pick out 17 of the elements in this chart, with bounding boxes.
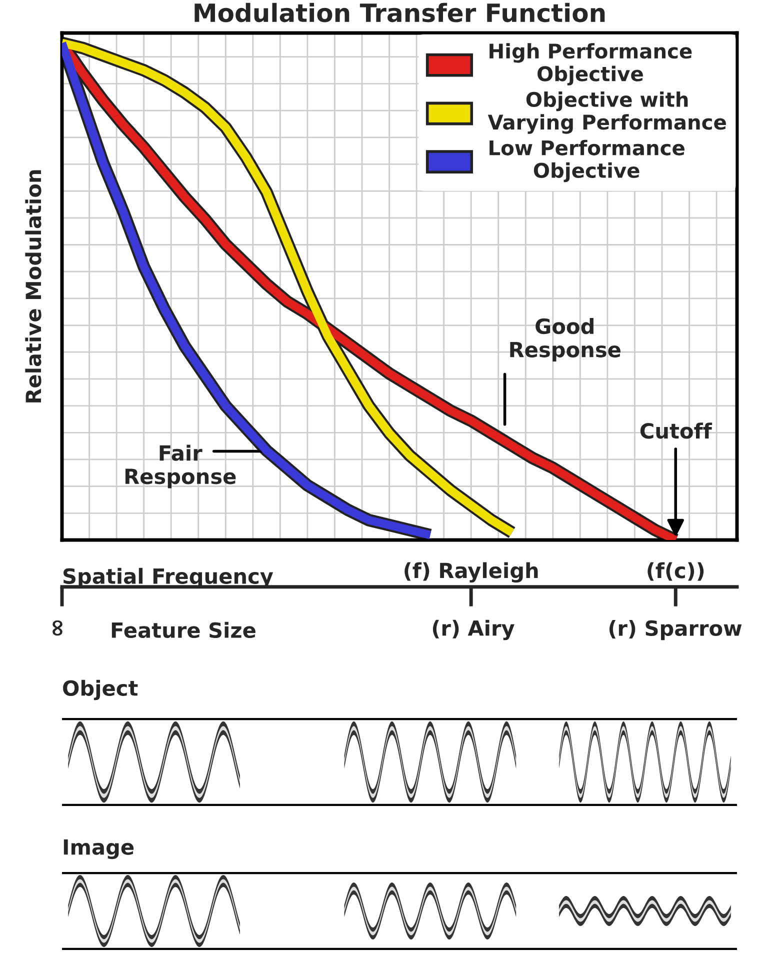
x-axis-title: Spatial Frequency (63, 568, 274, 588)
legend-label: High Performance Objective (490, 43, 692, 86)
y-axis-title: Relative Modulation (25, 170, 42, 402)
text: ∞ (52, 620, 62, 636)
text: (r) Airy (432, 620, 514, 640)
text: Object (63, 680, 138, 700)
annotation: Fair Response (125, 444, 236, 488)
text: Objective with Varying Performance (488, 91, 726, 134)
legend-label: Low Performance Objective (490, 140, 684, 182)
x-tick-label: (f(c)) (648, 562, 704, 581)
x-tick-label: (f) Rayleigh (404, 562, 538, 583)
chart-title: Modulation Transfer Function (194, 2, 605, 22)
annotation: Good Response (510, 318, 620, 362)
text: (r) Sparrow (609, 620, 742, 640)
annotation: Cutoff (640, 422, 712, 439)
text: Image (64, 839, 134, 860)
text: Feature Size (112, 622, 256, 638)
